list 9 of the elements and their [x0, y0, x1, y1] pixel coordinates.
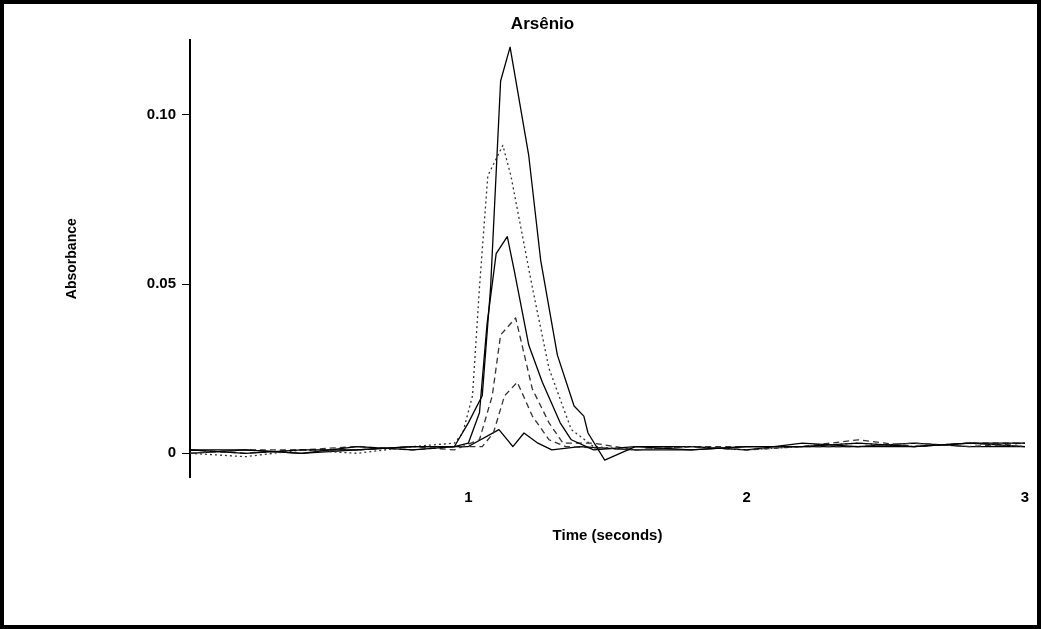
y-tick-label: 0 — [167, 443, 176, 461]
x-tick-label: 3 — [1020, 488, 1030, 506]
chart-title: Arsênio — [510, 13, 575, 33]
x-tick-label: 2 — [742, 488, 751, 506]
x-tick-label: 1 — [464, 488, 473, 506]
y-axis-title: Absorbance — [63, 218, 80, 300]
x-axis-title: Time (seconds) — [552, 526, 663, 544]
y-tick-label: 0.05 — [146, 274, 176, 292]
y-tick-label: 0.10 — [146, 105, 176, 122]
